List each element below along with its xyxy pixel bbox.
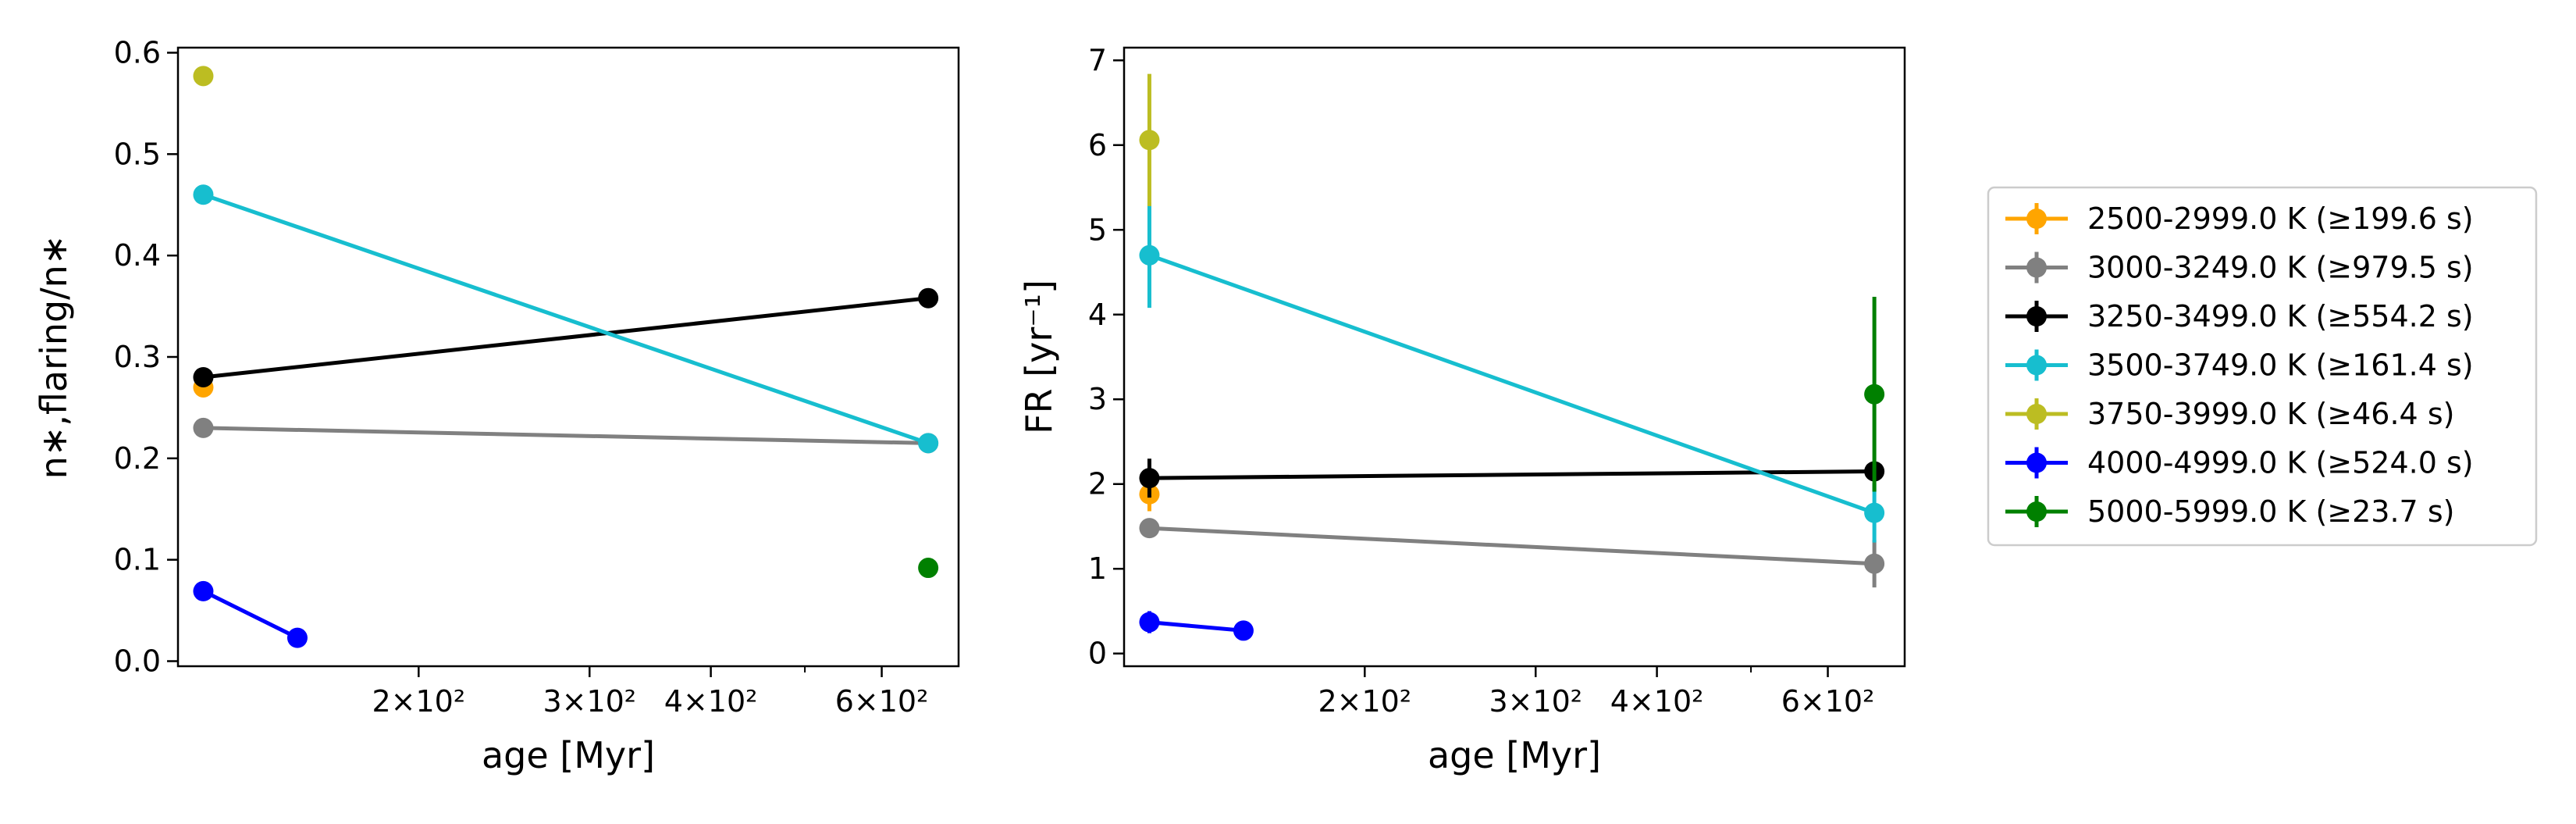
series-line	[202, 192, 929, 445]
series-3500-3749-0-k-161-4-s	[1139, 202, 1885, 543]
x-tick-label: 4×10²	[1610, 684, 1704, 719]
y-tick-label: 1	[1088, 551, 1107, 586]
series-line	[1149, 469, 1875, 480]
data-point	[193, 580, 214, 601]
series-3750-3999-0-k-46-4-s	[193, 66, 214, 87]
y-tick-label: 3	[1088, 382, 1107, 416]
legend-entry-2500-2999-0-k-199-6-s: 2500-2999.0 K (≥199.6 s)	[2005, 202, 2474, 236]
series-4000-4999-0-k-524-0-s	[1139, 611, 1254, 641]
y-tick-label: 0.5	[114, 137, 161, 171]
x-tick-label: 3×10²	[543, 684, 636, 719]
series-line	[1149, 526, 1875, 566]
data-point	[1139, 130, 1160, 151]
data-point	[1139, 244, 1160, 266]
series-3000-3249-0-k-979-5-s	[1139, 518, 1885, 588]
x-axis-label: age [Myr]	[1428, 734, 1601, 776]
data-point	[193, 184, 214, 205]
legend-entry-3250-3499-0-k-554-2-s: 3250-3499.0 K (≥554.2 s)	[2005, 299, 2474, 334]
legend-label: 3500-3749.0 K (≥161.4 s)	[2087, 348, 2474, 383]
data-point	[918, 558, 939, 579]
y-tick-label: 0.3	[114, 340, 161, 374]
y-tick-label: 0.6	[114, 35, 161, 70]
data-point	[1864, 502, 1885, 523]
y-tick-label: 4	[1088, 298, 1107, 332]
y-tick-label: 5	[1088, 212, 1107, 247]
legend-marker	[2026, 209, 2047, 229]
data-point	[918, 287, 939, 309]
legend-label: 3250-3499.0 K (≥554.2 s)	[2087, 299, 2474, 334]
data-point	[1139, 518, 1160, 539]
y-tick-label: 0.1	[114, 543, 161, 577]
x-tick-label: 3×10²	[1489, 684, 1582, 719]
legend-label: 4000-4999.0 K (≥524.0 s)	[2087, 446, 2474, 480]
series-line	[203, 296, 929, 380]
legend-entry-3500-3749-0-k-161-4-s: 3500-3749.0 K (≥161.4 s)	[2005, 348, 2474, 383]
y-tick-label: 0.2	[114, 441, 161, 476]
data-point	[193, 366, 214, 387]
legend-label: 3000-3249.0 K (≥979.5 s)	[2087, 251, 2474, 285]
legend-marker	[2026, 404, 2047, 424]
legend-frame	[1987, 186, 2538, 547]
x-tick-label: 4×10²	[664, 684, 758, 719]
series-5000-5999-0-k-23-7-s	[1864, 296, 1885, 492]
legend-label: 5000-5999.0 K (≥23.7 s)	[2087, 494, 2454, 529]
series-line	[1149, 620, 1244, 633]
legend-label: 3750-3999.0 K (≥46.4 s)	[2087, 397, 2454, 431]
data-point	[193, 66, 214, 87]
series-3500-3749-0-k-161-4-s	[193, 184, 939, 454]
legend-marker	[2026, 306, 2047, 326]
panel-flaring-fraction: 0.0 0.1 0.2 0.3 0.4 0.5 0.6 2×10² 3×10² 4×10² 6×10…	[33, 35, 960, 776]
y-tick-label: 2	[1088, 467, 1107, 501]
legend-entry-3000-3249-0-k-979-5-s: 3000-3249.0 K (≥979.5 s)	[2005, 251, 2474, 285]
panel-flare-rate: 0 1 2 3 4 5 6 7 2×10² 3×10² 4×10² 6×10² age [Myr] FR …	[1018, 43, 1906, 776]
legend-entry-5000-5999-0-k-23-7-s: 5000-5999.0 K (≥23.7 s)	[2005, 494, 2454, 529]
data-point	[1864, 383, 1885, 405]
y-tick-label: 0.0	[114, 644, 161, 679]
axes-frame	[1123, 46, 1906, 668]
series-3750-3999-0-k-46-4-s	[1139, 73, 1160, 206]
data-point	[286, 627, 308, 648]
legend-marker	[2026, 257, 2047, 278]
data-point	[1233, 620, 1254, 641]
x-tick-label: 2×10²	[1318, 684, 1411, 719]
series-4000-4999-0-k-524-0-s	[193, 580, 308, 648]
y-tick-label: 6	[1088, 128, 1107, 162]
series-3250-3499-0-k-554-2-s	[193, 287, 939, 387]
y-tick-label: 7	[1088, 43, 1107, 77]
x-axis-label: age [Myr]	[482, 734, 655, 776]
data-point	[1864, 553, 1885, 574]
legend-entry-3750-3999-0-k-46-4-s: 3750-3999.0 K (≥46.4 s)	[2005, 397, 2454, 431]
legend-marker	[2026, 452, 2047, 473]
series-3000-3249-0-k-979-5-s	[193, 417, 939, 454]
data-point	[1139, 468, 1160, 489]
series-line	[1148, 253, 1875, 515]
legend-marker	[2026, 355, 2047, 376]
axes-frame	[176, 46, 960, 668]
data-point	[193, 417, 214, 438]
y-tick-label: 0	[1088, 637, 1107, 671]
series-line	[202, 589, 299, 640]
x-tick-label: 6×10²	[835, 684, 929, 719]
series-5000-5999-0-k-23-7-s	[918, 558, 939, 579]
legend-label: 2500-2999.0 K (≥199.6 s)	[2087, 202, 2474, 236]
data-point	[918, 433, 939, 454]
data-point	[1139, 612, 1160, 633]
legend-marker	[2026, 501, 2047, 522]
x-tick-label: 6×10²	[1781, 684, 1875, 719]
legend-entry-4000-4999-0-k-524-0-s: 4000-4999.0 K (≥524.0 s)	[2005, 446, 2474, 480]
series-line	[203, 426, 929, 445]
x-tick-label: 2×10²	[372, 684, 465, 719]
y-axis-label: FR [yr⁻¹]	[1018, 280, 1060, 434]
y-tick-label: 0.4	[114, 238, 161, 273]
y-axis-label: n∗,flaring/n∗	[33, 235, 75, 480]
legend: 2500-2999.0 K (≥199.6 s) 3000-3249.0 K (≥…	[1987, 186, 2538, 547]
